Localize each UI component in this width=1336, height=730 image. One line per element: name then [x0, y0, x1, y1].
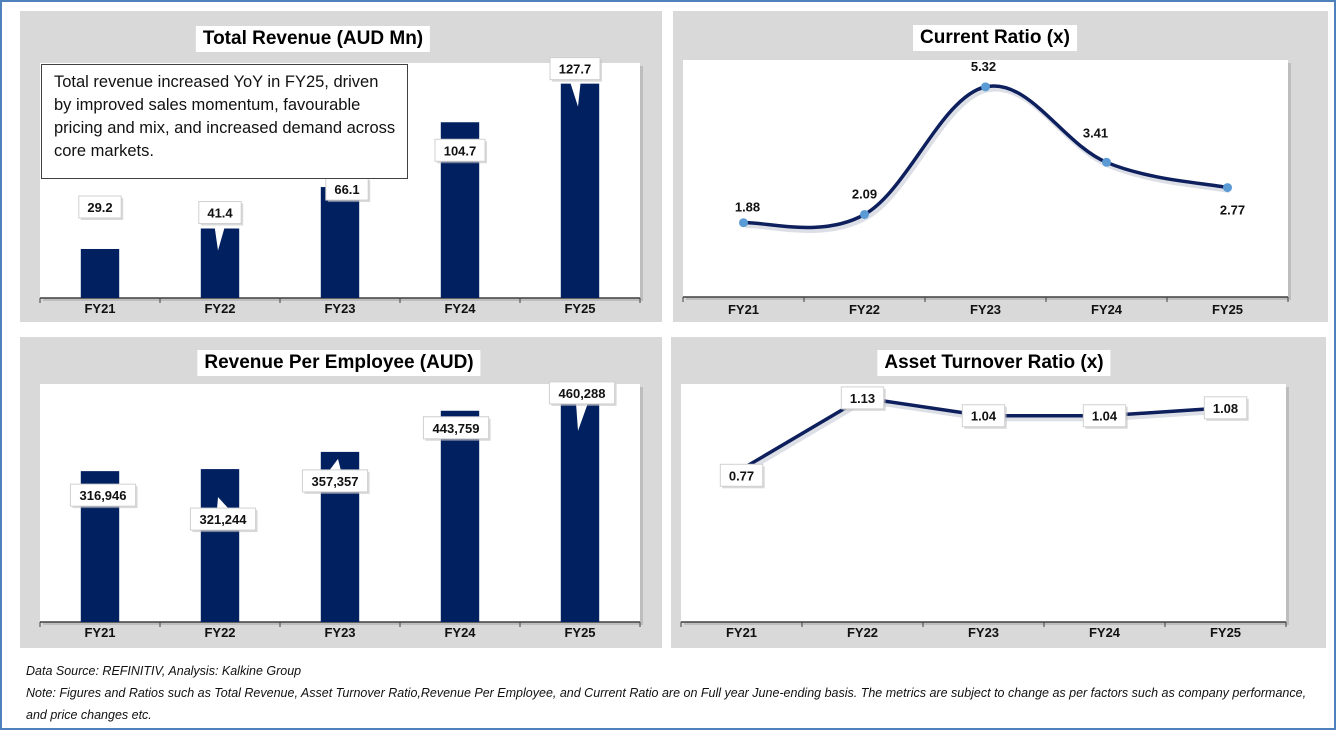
data-label: 357,357 — [312, 474, 359, 489]
data-label: 1.04 — [971, 409, 997, 424]
data-point-marker — [1102, 157, 1111, 167]
data-label: 316,946 — [80, 488, 127, 503]
data-label-box — [69, 483, 137, 507]
annotation-box: Total revenue increased YoY in FY25, dri… — [41, 64, 408, 179]
total-revenue-chart: FY21 FY22 FY23 FY24 FY25 29.2 41.4 66.1 104.7 127… — [20, 11, 662, 322]
bar — [440, 410, 480, 622]
footer: Data Source: REFINITIV, Analysis: Kalkin… — [26, 660, 1316, 726]
data-label-pointer — [576, 402, 588, 431]
data-label-pointer — [217, 497, 229, 510]
data-label: 1.88 — [735, 200, 760, 215]
footer-note: Note: Figures and Ratios such as Total R… — [26, 686, 1307, 722]
data-source-text: Data Source: REFINITIV, Analysis: Kalkin… — [26, 664, 302, 678]
chart-title: Total Revenue (AUD Mn) — [195, 26, 431, 52]
data-label-box — [198, 201, 242, 225]
data-label-box — [548, 381, 616, 405]
data-label: 2.77 — [1220, 203, 1245, 218]
data-label: 66.1 — [334, 182, 359, 197]
data-point-marker — [860, 209, 869, 219]
data-point-marker — [739, 218, 748, 228]
plot-area — [683, 60, 1288, 297]
data-label: 321,244 — [200, 512, 248, 527]
data-point-marker — [981, 82, 990, 92]
bar — [560, 402, 600, 622]
data-label-pointer — [569, 78, 581, 107]
data-label-pointer — [329, 458, 341, 471]
data-label-box — [189, 507, 257, 531]
data-label: 1.04 — [1092, 409, 1118, 424]
x-tick-label: FY25 — [1210, 625, 1241, 640]
x-tick-label: FY23 — [970, 302, 1001, 317]
x-tick-label: FY21 — [84, 625, 115, 640]
current-ratio-plot: FY21 FY22 FY23 FY24 FY25 1.88 2.09 5.32 3.41 2.77 — [682, 59, 1291, 317]
data-label-box — [78, 195, 122, 219]
x-tick-label: FY24 — [444, 301, 476, 316]
x-tick-label: FY24 — [444, 625, 476, 640]
data-label-box — [840, 386, 885, 410]
data-label: 127.7 — [559, 62, 592, 77]
x-tick-label: FY24 — [1091, 302, 1123, 317]
data-label: 2.09 — [852, 186, 877, 201]
data-label-box — [961, 404, 1006, 428]
data-label: 1.08 — [1213, 401, 1238, 416]
x-tick-label: FY22 — [204, 301, 235, 316]
data-label: 0.77 — [729, 468, 754, 483]
asset-turnover-chart: FY21 FY22 FY23 FY24 FY25 0.77 1.13 1.04 1.04 1.08… — [671, 337, 1326, 648]
data-label: 29.2 — [87, 200, 112, 215]
asset-turnover-plot: FY21 FY22 FY23 FY24 FY25 0.77 1.13 1.04 1.04 1.08 — [680, 384, 1289, 640]
data-label: 5.32 — [971, 59, 996, 74]
x-tick-label: FY25 — [564, 625, 595, 640]
x-tick-label: FY23 — [324, 301, 355, 316]
data-label-box — [719, 463, 764, 487]
data-label-box — [1082, 404, 1127, 428]
chart-group: FY21 FY22 FY23 FY24 FY25 316,946 321,244 357,35… — [39, 381, 643, 640]
data-label-pointer — [94, 216, 106, 245]
data-label-box — [434, 138, 486, 162]
revenue-per-employee-chart: FY21 FY22 FY23 FY24 FY25 316,946 321,244 357,35… — [20, 337, 662, 648]
data-label: 443,759 — [433, 421, 480, 436]
revenue-per-employee-plot: FY21 FY22 FY23 FY24 FY25 316,946 321,244 357,35… — [39, 381, 643, 640]
x-tick-label: FY21 — [84, 301, 115, 316]
x-tick-label: FY22 — [204, 625, 235, 640]
x-tick-label: FY23 — [968, 625, 999, 640]
x-tick-label: FY22 — [849, 302, 880, 317]
chart-title: Asset Turnover Ratio (x) — [877, 350, 1111, 376]
chart-group: FY21 FY22 FY23 FY24 FY25 1.88 2.09 5.32 3.41 2.77 — [682, 59, 1291, 317]
bar — [80, 248, 120, 298]
x-tick-label: FY21 — [728, 302, 759, 317]
data-label-box — [549, 57, 601, 81]
x-tick-label: FY21 — [726, 625, 757, 640]
x-tick-label: FY25 — [1212, 302, 1243, 317]
current-ratio-chart: FY21 FY22 FY23 FY24 FY25 1.88 2.09 5.32 3.41 2.77… — [673, 11, 1328, 322]
data-label: 3.41 — [1083, 125, 1108, 140]
bar — [560, 83, 600, 299]
x-tick-label: FY23 — [324, 625, 355, 640]
data-label: 1.13 — [850, 391, 875, 406]
data-label-box — [301, 469, 369, 493]
x-tick-label: FY25 — [564, 301, 595, 316]
chart-title: Revenue Per Employee (AUD) — [197, 350, 481, 376]
data-label: 104.7 — [444, 143, 477, 158]
x-tick-label: FY24 — [1089, 625, 1121, 640]
data-point-marker — [1223, 183, 1232, 193]
data-label: 41.4 — [207, 206, 233, 221]
x-tick-label: FY22 — [847, 625, 878, 640]
data-label-pointer — [214, 222, 226, 251]
data-label-box — [422, 416, 490, 440]
data-label: 460,288 — [559, 386, 606, 401]
bar — [320, 187, 360, 298]
data-label-box — [1203, 396, 1248, 420]
chart-group: FY21 FY22 FY23 FY24 FY25 0.77 1.13 1.04 1.04 1.08 — [680, 384, 1289, 640]
bar — [200, 469, 240, 622]
chart-title: Current Ratio (x) — [913, 25, 1077, 51]
